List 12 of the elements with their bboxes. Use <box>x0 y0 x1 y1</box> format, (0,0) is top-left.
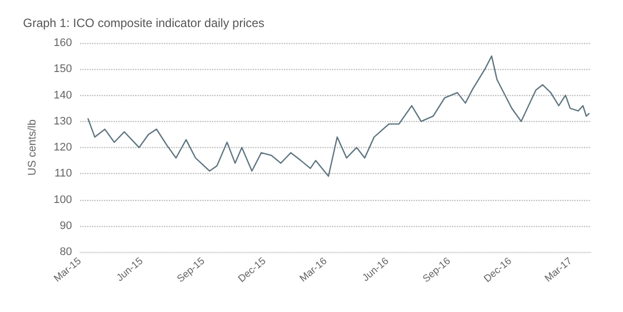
y-tick-label: 120 <box>54 142 72 154</box>
line-series <box>87 55 590 177</box>
y-tick-label: 140 <box>54 89 72 102</box>
y-tick-label: 100 <box>54 194 72 206</box>
chart-title: Graph 1: ICO composite indicator daily prices <box>23 16 264 30</box>
y-axis-title: US cents/lb <box>26 119 38 176</box>
y-tick-label: 150 <box>54 63 72 76</box>
y-tick-label: 110 <box>54 168 72 180</box>
y-tick-label: 80 <box>60 246 72 258</box>
y-tick-label: 90 <box>60 220 72 232</box>
y-tick-label: 160 <box>54 37 72 49</box>
y-tick-label: 130 <box>54 115 72 128</box>
